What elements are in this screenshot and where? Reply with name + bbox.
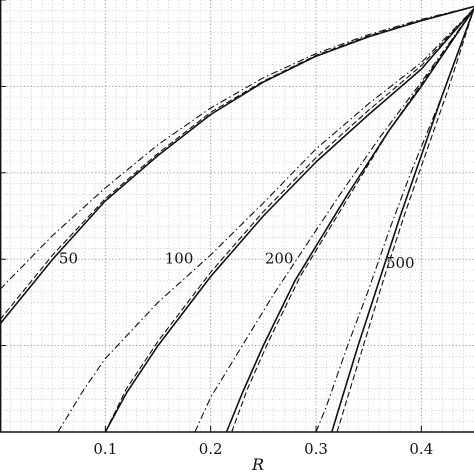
series-line-7-solid — [225, 8, 474, 433]
curves — [0, 5, 474, 433]
series-line-6-dashdot — [57, 8, 474, 433]
series-line-1-solid — [0, 5, 474, 325]
curve-label: 500 — [386, 254, 415, 272]
frame — [0, 0, 474, 433]
series-line-9-dashdot — [194, 8, 474, 433]
x-tick-label: 0.3 — [304, 440, 328, 458]
x-axis-label: R — [251, 455, 264, 474]
series-line-8-dashed — [231, 8, 474, 433]
x-tick-label: 0.4 — [409, 440, 433, 458]
series-line-2-dashed — [0, 5, 474, 321]
x-tick-label: 0.1 — [93, 440, 117, 458]
curve-label: 200 — [265, 250, 294, 268]
curve-label: 50 — [59, 250, 78, 268]
series-line-3-dashdot — [0, 5, 474, 290]
series-line-12-dashdot — [315, 8, 474, 433]
grid — [0, 0, 474, 432]
ticks: 0.1 0.2 0.3 0.4 — [0, 0, 433, 458]
curve-labels: 50 100 200 500 — [59, 250, 415, 272]
curve-label: 100 — [165, 250, 194, 268]
x-tick-label: 0.2 — [199, 440, 223, 458]
series-line-11-dashed — [336, 8, 474, 433]
series-line-5-dashed — [104, 8, 474, 433]
series-line-4-solid — [104, 8, 474, 433]
